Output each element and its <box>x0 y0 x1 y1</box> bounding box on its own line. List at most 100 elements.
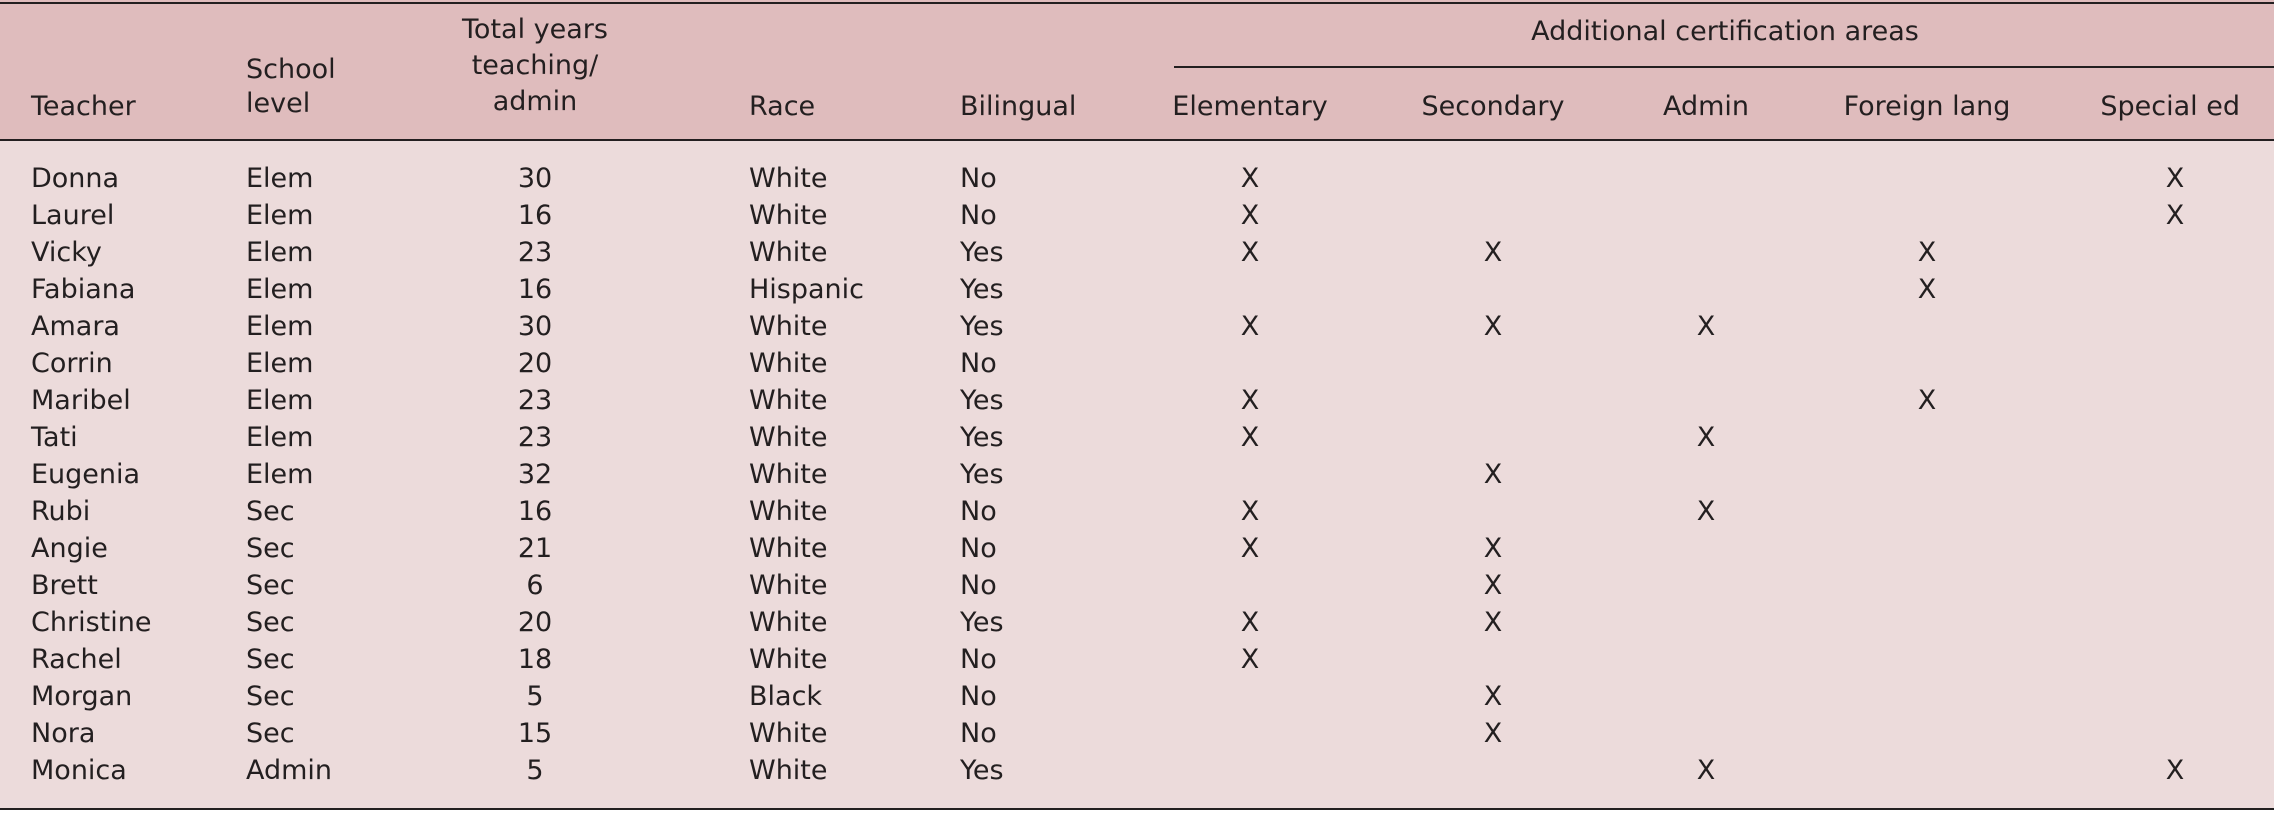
table-row: Eugenia Elem 32 White Yes X <box>0 456 2274 493</box>
cell-teacher: Nora <box>31 718 96 749</box>
cell-school-level: Sec <box>246 607 295 638</box>
cell-bilingual: No <box>960 348 997 379</box>
cell-bilingual: Yes <box>960 385 1004 416</box>
cell-race: White <box>749 163 828 194</box>
cell-race: White <box>749 644 828 675</box>
cell-foreign-lang: X <box>1917 274 1937 305</box>
header-race: Race <box>749 91 816 122</box>
cell-race: White <box>749 422 828 453</box>
cell-teacher: Angie <box>31 533 108 564</box>
cell-school-level: Elem <box>246 459 314 490</box>
cell-school-level: Sec <box>246 681 295 712</box>
cell-bilingual: Yes <box>960 274 1004 305</box>
cell-special-ed: X <box>2165 163 2185 194</box>
cell-years: 5 <box>526 755 544 786</box>
cell-race: White <box>749 200 828 231</box>
table-row: Amara Elem 30 White Yes X X X <box>0 308 2274 345</box>
table-row: Angie Sec 21 White No X X <box>0 530 2274 567</box>
cell-race: White <box>749 755 828 786</box>
cell-secondary: X <box>1483 570 1503 601</box>
cell-bilingual: No <box>960 570 997 601</box>
header-additional-certification: Additional certification areas <box>1531 16 1919 47</box>
cell-school-level: Sec <box>246 570 295 601</box>
table-row: Brett Sec 6 White No X <box>0 567 2274 604</box>
cell-bilingual: Yes <box>960 237 1004 268</box>
cell-secondary: X <box>1483 607 1503 638</box>
cell-years: 16 <box>517 200 553 231</box>
top-rule <box>0 2 2274 4</box>
cell-elementary: X <box>1240 607 1260 638</box>
table-row: Rubi Sec 16 White No X X <box>0 493 2274 530</box>
cell-teacher: Donna <box>31 163 120 194</box>
cell-bilingual: No <box>960 718 997 749</box>
cell-school-level: Elem <box>246 200 314 231</box>
cell-school-level: Sec <box>246 533 295 564</box>
table-row: Donna Elem 30 White No X X <box>0 160 2274 197</box>
cell-bilingual: Yes <box>960 311 1004 342</box>
cell-elementary: X <box>1240 311 1260 342</box>
cell-years: 23 <box>517 237 553 268</box>
cell-teacher: Maribel <box>31 385 131 416</box>
cell-school-level: Admin <box>246 755 333 786</box>
cell-race: White <box>749 459 828 490</box>
table-row: Nora Sec 15 White No X <box>0 715 2274 752</box>
cell-years: 5 <box>526 681 544 712</box>
cell-admin: X <box>1696 311 1716 342</box>
header-school-level-line2: level <box>246 88 311 119</box>
header-years-line1: Total years <box>462 14 608 45</box>
cell-teacher: Morgan <box>31 681 133 712</box>
cell-years: 15 <box>517 718 553 749</box>
header-years-line3: admin <box>492 86 578 117</box>
cell-special-ed: X <box>2165 755 2185 786</box>
cell-years: 30 <box>517 163 553 194</box>
cell-school-level: Elem <box>246 348 314 379</box>
cell-race: White <box>749 496 828 527</box>
cell-school-level: Elem <box>246 311 314 342</box>
cell-admin: X <box>1696 755 1716 786</box>
cell-secondary: X <box>1483 681 1503 712</box>
table-row: Maribel Elem 23 White Yes X X <box>0 382 2274 419</box>
cell-years: 23 <box>517 422 553 453</box>
cell-teacher: Laurel <box>31 200 115 231</box>
cell-years: 32 <box>517 459 553 490</box>
cell-bilingual: No <box>960 533 997 564</box>
cell-race: White <box>749 718 828 749</box>
cell-race: White <box>749 570 828 601</box>
table-row: Laurel Elem 16 White No X X <box>0 197 2274 234</box>
table-body-background <box>0 139 2274 808</box>
header-elementary: Elementary <box>1172 91 1328 122</box>
cell-bilingual: Yes <box>960 459 1004 490</box>
cell-bilingual: No <box>960 163 997 194</box>
cell-race: Black <box>749 681 823 712</box>
header-special-ed: Special ed <box>2100 91 2240 122</box>
cell-teacher: Corrin <box>31 348 113 379</box>
table-row: Rachel Sec 18 White No X <box>0 641 2274 678</box>
cell-school-level: Elem <box>246 274 314 305</box>
header-secondary: Secondary <box>1421 91 1565 122</box>
cell-bilingual: No <box>960 681 997 712</box>
cell-teacher: Eugenia <box>31 459 141 490</box>
table-row: Morgan Sec 5 Black No X <box>0 678 2274 715</box>
cell-years: 6 <box>526 570 544 601</box>
cell-school-level: Elem <box>246 163 314 194</box>
cell-teacher: Fabiana <box>31 274 136 305</box>
cell-years: 18 <box>517 644 553 675</box>
cell-school-level: Elem <box>246 237 314 268</box>
cell-elementary: X <box>1240 496 1260 527</box>
table-row: Monica Admin 5 White Yes X X <box>0 752 2274 789</box>
cell-foreign-lang: X <box>1917 385 1937 416</box>
cell-teacher: Rachel <box>31 644 122 675</box>
header-teacher: Teacher <box>31 91 136 122</box>
cell-bilingual: No <box>960 200 997 231</box>
cell-elementary: X <box>1240 385 1260 416</box>
group-rule <box>1174 66 2274 68</box>
cell-secondary: X <box>1483 237 1503 268</box>
cell-bilingual: Yes <box>960 755 1004 786</box>
cell-foreign-lang: X <box>1917 237 1937 268</box>
cell-bilingual: Yes <box>960 607 1004 638</box>
cell-school-level: Elem <box>246 422 314 453</box>
cell-bilingual: Yes <box>960 422 1004 453</box>
cell-school-level: Sec <box>246 644 295 675</box>
cell-school-level: Elem <box>246 385 314 416</box>
